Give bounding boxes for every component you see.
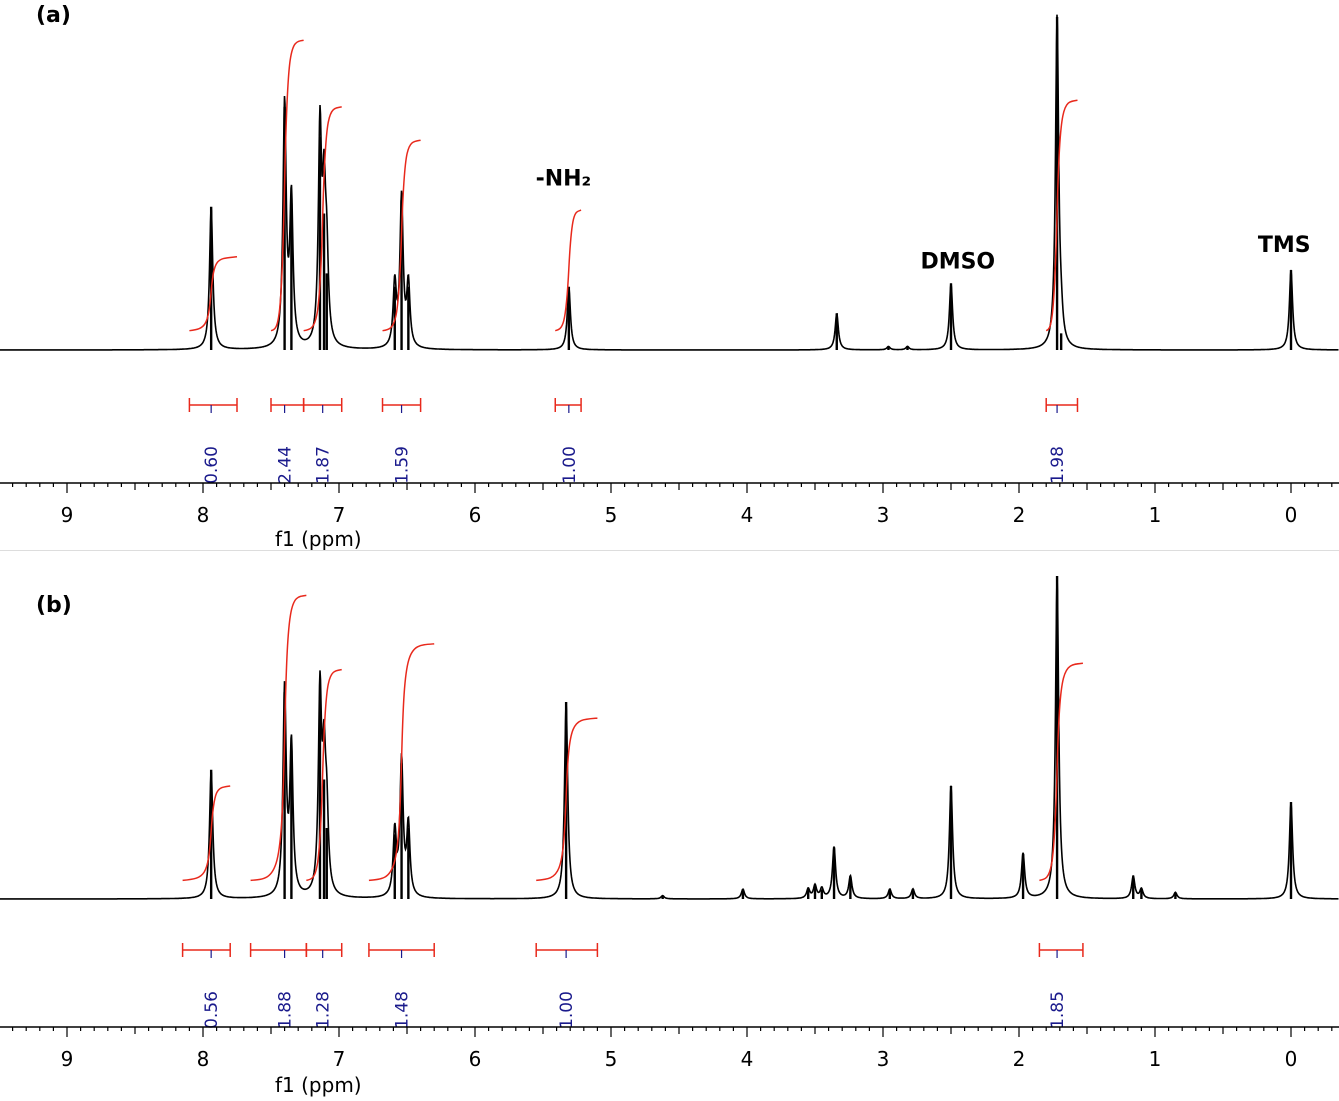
x-tick-label: 7 [333, 1047, 346, 1071]
integral-curve [270, 39, 304, 332]
x-tick-label: 2 [1013, 1047, 1026, 1071]
integral-value-label: 0.56 [202, 991, 222, 1029]
integral-value-label: 1.28 [314, 991, 334, 1029]
integral-curve [306, 668, 342, 882]
x-tick-label: 0 [1285, 1047, 1298, 1071]
panel-divider [0, 550, 1339, 551]
integral-value-label: 1.85 [1048, 991, 1068, 1029]
x-tick-label: 5 [605, 503, 618, 527]
peak-annotation: -NH₂ [536, 166, 592, 191]
integral-curve [555, 209, 582, 332]
x-tick-label: 8 [197, 503, 210, 527]
x-tick-label: 3 [877, 1047, 890, 1071]
integral-curve [382, 139, 421, 332]
panel-label: (a) [36, 3, 71, 28]
x-tick-label: 1 [1149, 503, 1162, 527]
spectrum-line [0, 576, 1339, 900]
peak-annotation: TMS [1258, 233, 1311, 258]
x-tick-label: 7 [333, 503, 346, 527]
x-tick-label: 4 [741, 1047, 754, 1071]
x-tick-label: 2 [1013, 503, 1026, 527]
spectrum-panel-b: (b) f1 (ppm) 0.56 1.88 1.28 1.48 1.00 1.85 9 8 7… [0, 576, 1339, 1097]
x-tick-label: 5 [605, 1047, 618, 1071]
integral-value-label: 1.48 [393, 991, 413, 1029]
integral-curve [303, 106, 342, 332]
integral-value-label: 1.87 [314, 446, 334, 484]
integral-value-label: 1.98 [1048, 446, 1068, 484]
x-tick-label: 3 [877, 503, 890, 527]
x-tick-label: 8 [197, 1047, 210, 1071]
x-tick-label: 6 [469, 503, 482, 527]
x-tick-label: 4 [741, 503, 754, 527]
x-tick-label: 9 [61, 503, 74, 527]
spectrum-panel-a: (a) f1 (ppm) 0.60 2.44 1.87 1.59 1.00 1.98 9 8 7… [0, 3, 1339, 551]
integral-curve [182, 785, 231, 882]
x-tick-label: 6 [469, 1047, 482, 1071]
integral-curve [368, 643, 435, 882]
x-axis-title: f1 (ppm) [275, 527, 362, 551]
x-axis-title: f1 (ppm) [275, 1073, 362, 1097]
integral-curve [536, 717, 598, 882]
integral-value-label: 1.00 [557, 991, 577, 1029]
integral-curve [250, 594, 307, 882]
x-tick-label: 0 [1285, 503, 1298, 527]
peak-annotation: DMSO [920, 250, 995, 275]
integral-curve [1045, 99, 1078, 332]
integral-value-label: 0.60 [202, 446, 222, 484]
integral-curve [189, 256, 238, 332]
integral-value-label: 1.00 [560, 446, 580, 484]
panel-label: (b) [36, 593, 72, 618]
x-tick-label: 9 [61, 1047, 74, 1071]
integral-value-label: 1.59 [393, 446, 413, 484]
integral-value-label: 2.44 [276, 446, 296, 484]
spectrum-line [0, 14, 1339, 351]
integral-curve [1039, 662, 1083, 882]
integral-value-label: 1.88 [276, 991, 296, 1029]
x-tick-label: 1 [1149, 1047, 1162, 1071]
